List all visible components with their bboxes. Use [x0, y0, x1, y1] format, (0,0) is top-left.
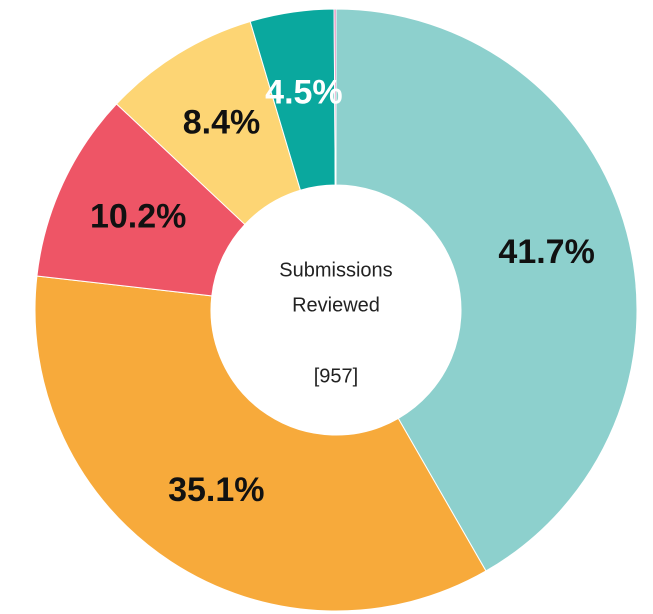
- data-label: 41.7%: [498, 233, 594, 271]
- slice: [333, 8, 337, 186]
- slice: [34, 275, 487, 612]
- data-label: 4.5%: [265, 73, 343, 111]
- data-label: 10.2%: [90, 197, 186, 235]
- slice: [36, 103, 246, 297]
- center-label: Submissions: [279, 259, 392, 281]
- slice: [335, 8, 638, 572]
- data-label: 35.1%: [168, 471, 264, 509]
- center-label: Reviewed: [292, 294, 380, 316]
- center-value: [957]: [314, 365, 358, 387]
- data-label: 8.4%: [183, 103, 261, 141]
